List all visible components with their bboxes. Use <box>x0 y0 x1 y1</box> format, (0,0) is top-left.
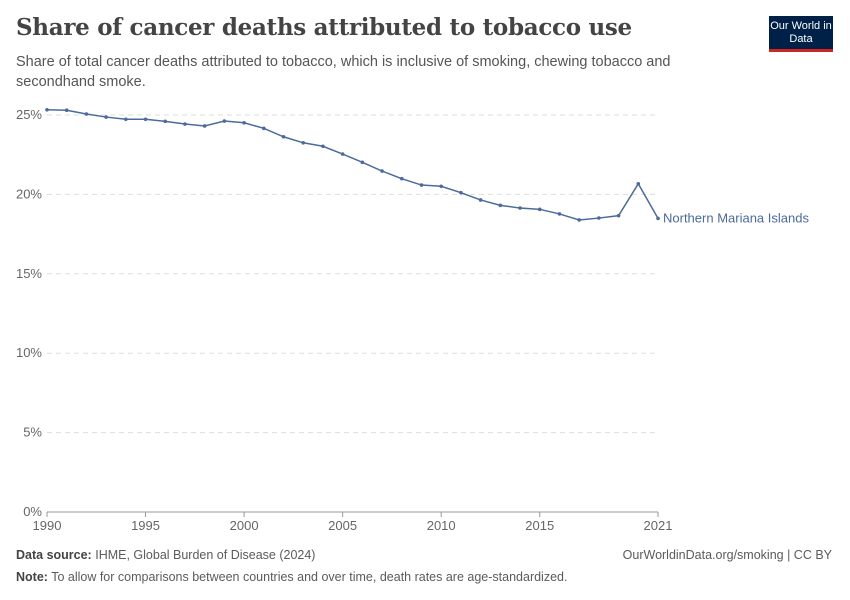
y-tick-label: 25% <box>16 107 42 122</box>
data-point <box>321 144 325 149</box>
source-label: Data source: <box>16 548 92 562</box>
data-point <box>222 119 227 123</box>
data-point <box>340 152 345 156</box>
x-tick-label: 2015 <box>525 518 554 533</box>
data-point <box>64 108 69 113</box>
data-point <box>202 124 207 128</box>
data-point <box>281 134 286 139</box>
x-tick-label: 1990 <box>33 518 62 533</box>
data-point <box>301 140 306 145</box>
data-point <box>459 190 463 195</box>
owid-logo[interactable]: Our World in Data <box>769 16 833 52</box>
data-point <box>380 169 384 173</box>
data-point <box>262 126 266 131</box>
note-label: Note: <box>16 570 48 584</box>
data-point <box>242 120 246 125</box>
data-point <box>124 117 128 122</box>
data-point <box>616 213 621 218</box>
x-tick-label: 2000 <box>230 518 259 533</box>
data-point <box>439 184 443 189</box>
x-tick-label: 2010 <box>427 518 456 533</box>
y-tick-label: 10% <box>16 345 42 360</box>
data-point <box>537 207 542 212</box>
y-tick-label: 15% <box>16 266 42 281</box>
data-point <box>399 176 404 181</box>
data-point <box>183 122 187 126</box>
data-point <box>577 218 581 222</box>
data-point <box>360 160 365 165</box>
data-source: Data source: IHME, Global Burden of Dise… <box>16 548 315 562</box>
y-tick-label: 20% <box>16 186 42 201</box>
data-point <box>84 112 89 116</box>
x-tick-label: 1995 <box>131 518 160 533</box>
data-point <box>557 212 562 216</box>
series-label: Northern Mariana Islands <box>663 210 809 225</box>
y-tick-label: 5% <box>23 425 42 440</box>
data-point <box>163 119 168 124</box>
data-point <box>45 107 49 112</box>
source-text: IHME, Global Burden of Disease (2024) <box>95 548 316 562</box>
data-point <box>636 181 641 186</box>
note: Note: To allow for comparisons between c… <box>16 570 567 584</box>
data-point <box>518 206 522 210</box>
source-url[interactable]: OurWorldinData.org/smoking | CC BY <box>622 548 832 562</box>
chart-title: Share of cancer deaths attributed to tob… <box>16 14 632 41</box>
data-point <box>104 115 108 119</box>
chart-subtitle: Share of total cancer deaths attributed … <box>16 54 671 90</box>
note-text: To allow for comparisons between countri… <box>51 570 568 584</box>
data-point <box>143 117 148 122</box>
x-tick-label: 2021 <box>644 518 673 533</box>
data-point <box>656 216 660 221</box>
x-tick-label: 2005 <box>328 518 357 533</box>
data-point <box>478 198 483 202</box>
data-point <box>419 183 424 187</box>
y-tick-label: 0% <box>23 504 42 519</box>
data-point <box>597 216 601 220</box>
data-point <box>498 203 503 208</box>
series-line <box>46 109 659 221</box>
